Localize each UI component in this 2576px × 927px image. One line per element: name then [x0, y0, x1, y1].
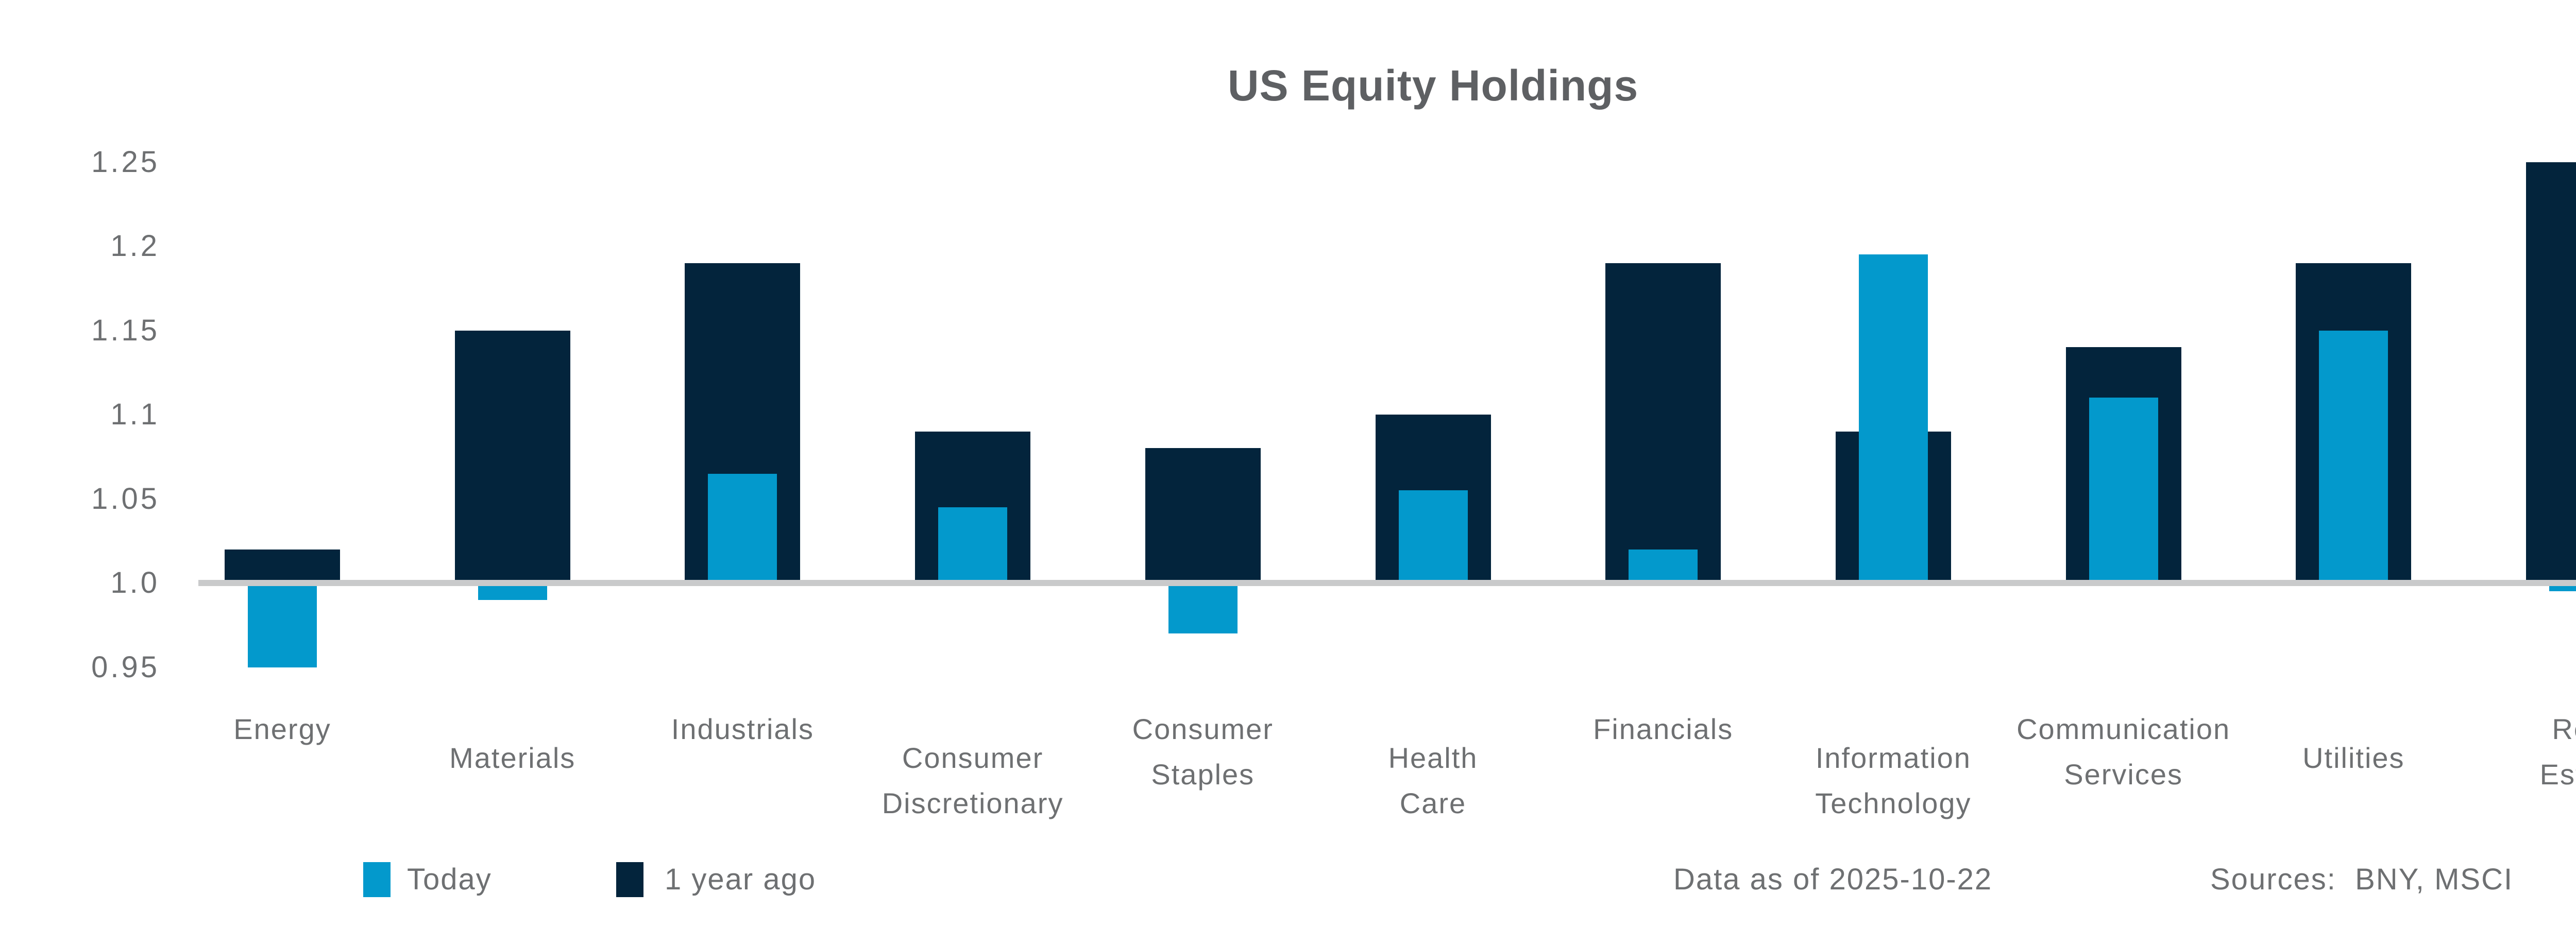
y-tick-label-0-95: 0.95	[91, 650, 160, 684]
bar-today-health-care	[1398, 490, 1468, 580]
data-as-of-note: Data as of 2025-10-22	[1673, 863, 1993, 896]
x-label-health-care: Health Care	[1388, 735, 1478, 826]
x-label-line: Industrials	[671, 713, 815, 745]
x-label-line: Health	[1388, 742, 1478, 774]
x-label-line: Financials	[1593, 713, 1734, 745]
x-label-consumer-discretionary: Consumer Discretionary	[882, 735, 1064, 826]
bar-1-year-ago-materials	[454, 330, 570, 580]
x-label-energy: Energy	[233, 707, 331, 752]
bar-today-utilities	[2319, 330, 2388, 580]
bar-1-year-ago-energy	[225, 549, 340, 580]
bar-today-materials	[478, 586, 547, 600]
x-label-line: Estate	[2539, 758, 2576, 791]
x-label-communication-services: Communication Services	[2016, 707, 2230, 797]
x-label-line: Information	[1815, 742, 1971, 774]
bar-today-energy	[248, 586, 317, 667]
bar-today-industrials	[708, 473, 777, 580]
chart-title: US Equity Holdings	[1227, 61, 1639, 110]
x-label-line: Discretionary	[882, 787, 1064, 819]
x-label-line: Energy	[233, 713, 331, 745]
bar-today-consumer-discretionary	[938, 507, 1008, 580]
bar-1-year-ago-real-estate	[2526, 162, 2576, 580]
bar-1-year-ago-financials	[1605, 263, 1721, 580]
x-label-real-estate: Real Estate	[2540, 707, 2576, 797]
x-label-industrials: Industrials	[671, 707, 814, 752]
y-tick-label-1-15: 1.15	[91, 313, 160, 347]
bar-today-real-estate	[2549, 586, 2576, 592]
y-tick-label-1-2: 1.2	[110, 229, 160, 263]
bar-1-year-ago-consumer-staples	[1145, 448, 1261, 580]
x-label-line: Materials	[449, 742, 576, 774]
x-label-consumer-staples: Consumer Staples	[1132, 707, 1274, 797]
baseline-gridline	[198, 580, 2576, 586]
legend-label-today: Today	[407, 863, 492, 896]
bar-today-communication-services	[2089, 398, 2158, 580]
x-label-line: Technology	[1815, 787, 1972, 819]
x-label-line: Communication	[2016, 713, 2231, 745]
legend-label-1-year-ago: 1 year ago	[665, 863, 817, 896]
y-tick-label-1-0: 1.0	[110, 566, 160, 599]
x-label-line: Consumer	[902, 742, 1044, 774]
y-tick-label-1-05: 1.05	[91, 482, 160, 516]
x-label-financials: Financials	[1593, 707, 1733, 752]
x-label-utilities: Utilities	[2302, 735, 2404, 781]
x-label-line: Consumer	[1132, 713, 1274, 745]
x-label-information-technology: Information Technology	[1815, 735, 1971, 826]
sources-note: Sources: BNY, MSCI	[2210, 863, 2514, 896]
bar-today-consumer-staples	[1168, 586, 1238, 634]
x-label-materials: Materials	[449, 735, 575, 781]
x-label-line: Services	[2064, 758, 2183, 791]
legend-swatch-today	[363, 862, 391, 897]
x-label-line: Care	[1399, 787, 1467, 819]
x-label-line: Real	[2552, 713, 2576, 745]
legend-swatch-1-year-ago	[616, 862, 643, 897]
x-label-line: Utilities	[2302, 742, 2405, 774]
bar-today-financials	[1629, 549, 1698, 580]
bar-today-information-technology	[1858, 254, 1928, 580]
y-tick-label-1-1: 1.1	[110, 398, 160, 431]
y-tick-label-1-25: 1.25	[91, 145, 160, 179]
x-label-line: Staples	[1151, 758, 1255, 791]
